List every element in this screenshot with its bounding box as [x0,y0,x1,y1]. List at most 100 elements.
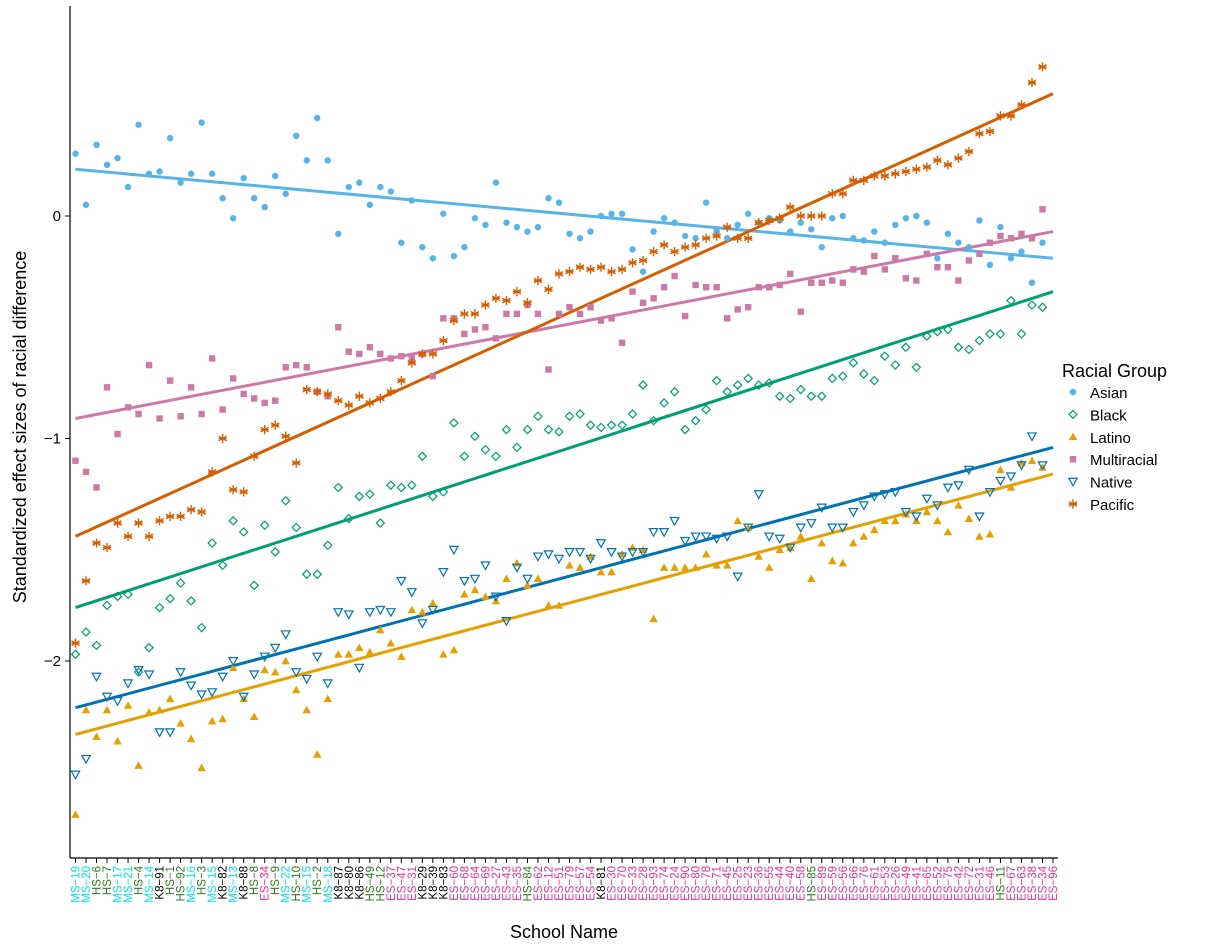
data-point [827,189,837,199]
data-point [354,663,365,674]
data-point [387,188,395,195]
x-tick-label: ES−60 [449,866,461,901]
data-point [679,536,691,547]
data-point [187,384,195,391]
data-point [387,355,395,362]
data-point [576,235,584,242]
data-point [587,304,594,311]
data-point [313,750,322,758]
data-point [165,511,175,521]
data-point [818,243,825,251]
data-point [1027,456,1037,465]
data-point [816,503,827,513]
data-point [650,228,657,235]
x-tick-label: K8−83 [438,866,450,900]
data-point [480,561,491,571]
data-point [81,627,91,637]
data-point [533,411,543,422]
series-asian [72,114,1046,286]
data-point [808,279,815,286]
x-tick-label: ES−41 [911,866,923,901]
x-tick-label: ES−76 [859,866,871,901]
data-point [501,616,512,627]
data-point [377,350,384,358]
x-tick-label: MS−16 [186,866,198,903]
data-point [733,233,743,243]
data-point [817,211,827,221]
legend-key-asian [1069,388,1077,396]
data-point [490,592,502,602]
legend-key-pacific [1068,499,1078,509]
data-point [240,174,247,182]
data-point [881,239,889,246]
data-point [123,701,133,709]
data-point [964,344,974,355]
data-point [984,487,996,498]
x-tick-label: HS−2 [312,866,324,895]
data-point [901,166,911,177]
data-point [985,329,995,339]
data-point [934,255,941,262]
data-point [134,518,143,528]
data-point [261,203,268,211]
data-point [438,487,449,497]
data-point [943,324,953,335]
data-point [228,515,239,526]
data-point [91,640,102,651]
data-point [597,317,605,324]
data-point [249,580,260,591]
data-point [711,534,722,545]
data-point [943,527,953,536]
data-point [124,404,132,411]
data-point [806,519,817,529]
data-point [648,415,659,426]
x-tick-label: ES−71 [712,866,724,901]
fit-line-multiracial [75,230,1054,420]
legend-label: Asian [1090,385,1128,402]
data-point [692,235,699,242]
data-point [932,501,943,511]
data-point [460,590,469,598]
data-point [282,190,289,197]
data-point [785,393,796,404]
data-point [670,563,679,571]
data-point [491,451,501,462]
data-point [785,543,796,553]
x-tick-label: HS−85 [806,866,818,901]
data-point [93,484,100,491]
data-point [71,638,80,648]
data-point [964,514,974,522]
data-point [617,264,627,274]
data-point [629,288,636,295]
data-point [627,409,638,419]
data-point [114,430,121,438]
data-point [103,384,111,391]
data-point [103,161,111,169]
x-tick-label: K8−39 [428,866,440,900]
data-point [921,494,933,505]
data-point [260,665,269,674]
x-tick-label: MS−15 [302,866,314,903]
x-tick-label: ES−24 [670,865,682,900]
legend-key-native [1067,477,1079,488]
data-point [608,315,615,322]
x-tick-label: ES−69 [480,866,492,901]
data-point [207,716,217,725]
data-point [440,315,447,322]
data-point [281,431,291,441]
data-point [732,380,743,390]
data-point [175,668,186,678]
x-tick-label: HS−12 [375,866,387,901]
data-point [364,608,376,618]
data-point [796,532,805,540]
data-point [364,489,375,499]
data-point [806,211,816,221]
data-point [902,215,910,222]
data-point [398,239,405,246]
data-point [280,495,291,506]
data-point [890,360,901,370]
x-tick-label: ES−93 [649,866,661,901]
data-point [219,195,226,202]
x-tick-label: MS−20 [81,866,93,903]
x-tick-label: K8−29 [417,866,429,900]
